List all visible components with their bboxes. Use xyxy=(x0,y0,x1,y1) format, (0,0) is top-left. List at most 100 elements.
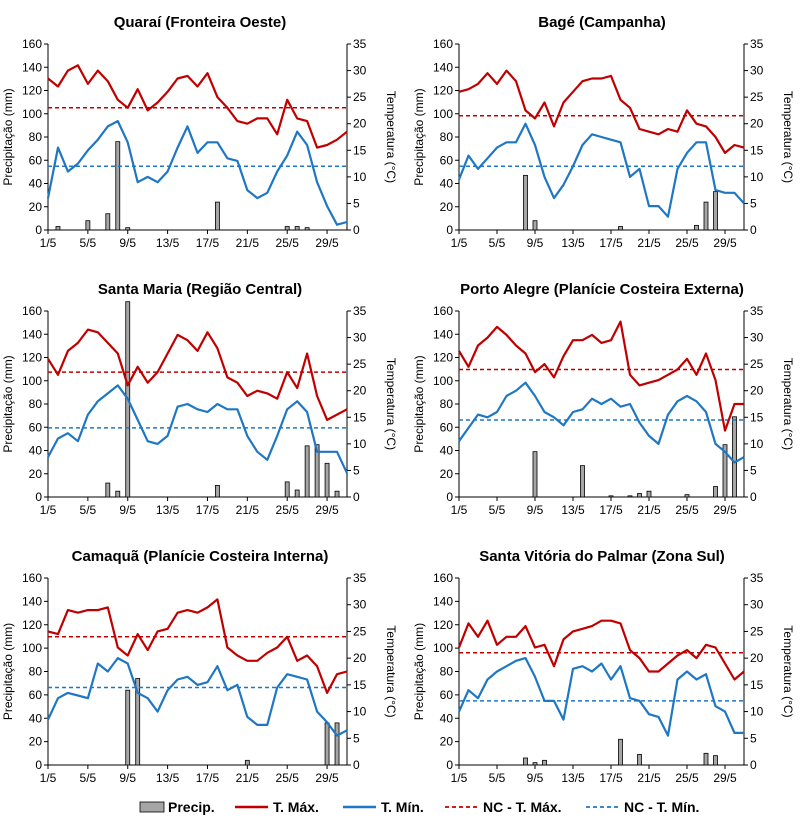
y2-tick-label: 0 xyxy=(750,758,757,772)
x-tick-label: 5/5 xyxy=(80,503,97,517)
y2-tick-label: 25 xyxy=(750,357,764,371)
tmax-line xyxy=(47,64,348,149)
x-tick-label: 5/5 xyxy=(489,236,506,250)
precip-bar xyxy=(722,444,728,498)
y2-tick-label: 35 xyxy=(353,571,367,585)
x-tick-label: 17/5 xyxy=(196,503,220,517)
y2-tick-label: 15 xyxy=(353,678,367,692)
y2-tick-label: 20 xyxy=(750,651,764,665)
x-tick-label: 9/5 xyxy=(527,771,544,785)
y2-tick-label: 15 xyxy=(750,410,764,424)
tmin-line xyxy=(46,119,348,226)
y-tick-label: 80 xyxy=(29,130,43,144)
precip-bar xyxy=(304,445,310,498)
precip-bar xyxy=(115,141,121,231)
y-tick-label: 80 xyxy=(440,397,454,411)
x-tick-label: 25/5 xyxy=(675,503,699,517)
y-tick-label: 140 xyxy=(22,327,42,341)
legend-nc-tmax-label: NC - T. Máx. xyxy=(483,799,562,815)
precip-bar xyxy=(637,493,642,498)
chart-panel: Quaraí (Fronteira Oeste)0204060801001201… xyxy=(1,14,398,250)
x-tick-label: 25/5 xyxy=(675,236,699,250)
tmin-line xyxy=(457,656,744,737)
x-tick-label: 21/5 xyxy=(236,236,260,250)
y2-tick-label: 15 xyxy=(353,143,367,157)
precip-bar xyxy=(244,759,250,766)
x-tick-label: 17/5 xyxy=(196,236,220,250)
precip-bar xyxy=(304,227,310,231)
y2-tick-label: 20 xyxy=(750,117,764,131)
y-tick-label: 40 xyxy=(29,711,43,725)
x-tick-label: 25/5 xyxy=(276,236,300,250)
tmax-line xyxy=(458,320,744,432)
y-tick-label: 40 xyxy=(440,444,454,458)
y2-tick-label: 5 xyxy=(353,196,360,210)
precip-bar xyxy=(284,226,290,231)
precip-bar xyxy=(294,489,300,498)
y2-tick-label: 30 xyxy=(353,64,367,78)
precip-bar xyxy=(618,738,623,766)
precip-bar xyxy=(105,213,111,231)
x-tick-label: 9/5 xyxy=(119,236,136,250)
y-tick-label: 80 xyxy=(440,665,454,679)
y-tick-label: 60 xyxy=(29,153,43,167)
x-tick-label: 29/5 xyxy=(713,771,737,785)
y2-tick-label: 20 xyxy=(353,651,367,665)
legend-precip-label: Precip. xyxy=(168,799,215,815)
precip-bar xyxy=(105,482,111,498)
y2-tick-label: 20 xyxy=(353,117,367,131)
tmax-line xyxy=(457,619,745,681)
precip-bar xyxy=(55,226,61,231)
y2-tick-label: 15 xyxy=(750,678,764,692)
x-tick-label: 13/5 xyxy=(561,771,585,785)
y2-tick-label: 35 xyxy=(750,37,764,51)
x-tick-label: 9/5 xyxy=(119,503,136,517)
legend-tmin-label: T. Mín. xyxy=(381,799,424,815)
y2-tick-label: 5 xyxy=(750,196,757,210)
x-tick-label: 5/5 xyxy=(80,771,97,785)
x-tick-label: 13/5 xyxy=(561,236,585,250)
y-axis-title: Precipitação (mm) xyxy=(412,88,426,185)
y2-tick-label: 30 xyxy=(750,331,764,345)
precip-bar xyxy=(85,220,91,231)
precip-bar xyxy=(294,226,300,231)
y2-tick-label: 5 xyxy=(750,731,757,745)
y-tick-label: 160 xyxy=(22,37,42,51)
y-tick-label: 160 xyxy=(433,304,453,318)
tmin-line xyxy=(47,656,348,737)
precip-bar xyxy=(703,201,709,231)
y2-tick-label: 10 xyxy=(750,437,764,451)
y2-axis-title: Temperatura (°C) xyxy=(384,91,398,183)
y2-tick-label: 25 xyxy=(750,90,764,104)
chart-panel: Santa Maria (Região Central)020406080100… xyxy=(1,281,398,517)
precip-bar xyxy=(523,757,528,766)
y2-tick-label: 0 xyxy=(353,490,360,504)
y-tick-label: 40 xyxy=(29,177,43,191)
y-tick-label: 60 xyxy=(29,688,43,702)
x-tick-label: 29/5 xyxy=(713,236,737,250)
x-tick-label: 25/5 xyxy=(276,771,300,785)
precip-bar xyxy=(125,689,131,766)
x-tick-label: 13/5 xyxy=(561,503,585,517)
y2-axis-title: Temperatura (°C) xyxy=(781,91,795,183)
y-tick-label: 160 xyxy=(22,571,42,585)
precip-bar xyxy=(324,462,330,498)
y-tick-label: 140 xyxy=(433,327,453,341)
precip-bar xyxy=(215,201,220,231)
x-tick-label: 17/5 xyxy=(196,771,220,785)
y-tick-label: 140 xyxy=(433,60,453,74)
precip-bar xyxy=(713,755,718,766)
x-tick-label: 17/5 xyxy=(599,236,623,250)
y-tick-label: 20 xyxy=(440,200,454,214)
legend: Precip. T. Máx. T. Mín. NC - T. Máx. NC - T.… xyxy=(139,799,699,815)
legend-tmax-label: T. Máx. xyxy=(273,799,319,815)
y-tick-label: 140 xyxy=(22,594,42,608)
y-tick-label: 60 xyxy=(440,153,454,167)
precip-bar xyxy=(215,484,220,498)
y-tick-label: 100 xyxy=(22,107,42,121)
y-tick-label: 20 xyxy=(29,467,43,481)
y-tick-label: 20 xyxy=(440,735,454,749)
x-tick-label: 29/5 xyxy=(315,503,339,517)
y2-tick-label: 20 xyxy=(750,384,764,398)
